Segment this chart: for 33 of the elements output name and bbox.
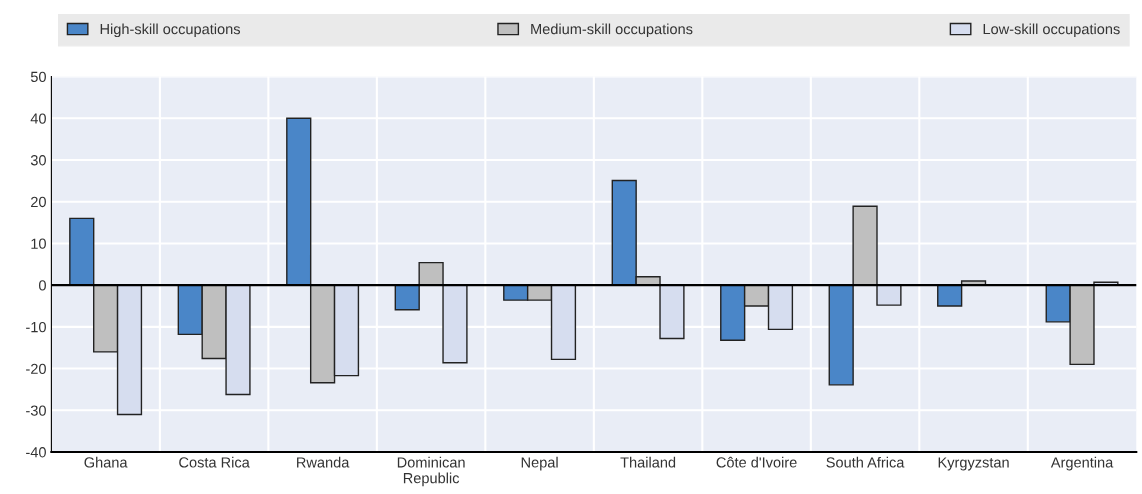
y-tick-label: 50 [30, 71, 46, 82]
x-tick-label: Nepal [521, 456, 558, 471]
bar [876, 284, 902, 306]
bar [442, 284, 468, 364]
y-tick-label: -10 [26, 321, 46, 333]
y-tick-label: -40 [26, 447, 46, 458]
x-tick-label: Kyrgyzstan [938, 457, 1009, 471]
bar [394, 284, 420, 311]
x-tick-label: Rwanda [297, 456, 350, 468]
x-tick-label: Côte d'Ivoire [716, 456, 797, 468]
bar [286, 117, 312, 286]
x-tick-label: Costa Rica [179, 456, 250, 468]
x-tick-label: South Africa [826, 456, 905, 468]
y-tick-label: 40 [30, 113, 46, 124]
legend-label: Low-skill occupations [983, 23, 1120, 38]
legend-label: Medium-skill occupations [531, 23, 693, 38]
y-tick-label: -20 [26, 363, 46, 375]
bar [659, 284, 685, 340]
bar [418, 261, 444, 286]
x-tick-label: Ghana [84, 456, 128, 468]
x-tick-label: Argentina [1050, 456, 1114, 471]
y-tick-label: 30 [30, 155, 46, 166]
x-tick-label: Thailand [620, 456, 676, 468]
y-tick-label: -30 [26, 405, 46, 416]
bar [937, 284, 963, 307]
y-tick-label: 0 [38, 280, 46, 291]
y-tick-label: 10 [31, 238, 46, 249]
bar [852, 205, 878, 286]
y-tick-label: 20 [31, 196, 46, 208]
bar [828, 284, 854, 386]
x-tick-label: Dominican Republic [397, 456, 465, 487]
bar [69, 217, 95, 286]
legend-label: High-skill occupations [100, 23, 241, 38]
